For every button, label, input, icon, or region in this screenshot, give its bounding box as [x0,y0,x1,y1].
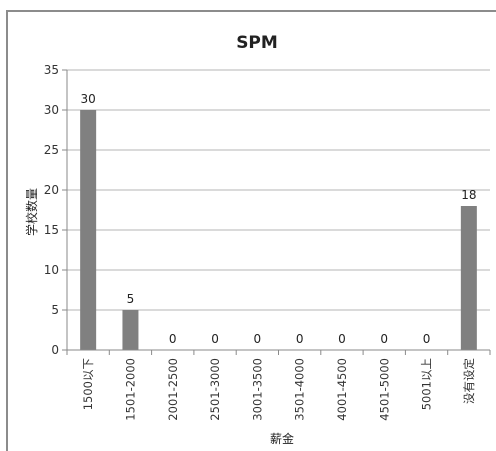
y-tick-label: 5 [51,303,59,317]
x-tick-label: 2001-2500 [166,358,180,421]
data-label: 0 [169,332,177,346]
y-tick-label: 20 [44,183,59,197]
bar [122,310,139,350]
data-labels: 30 5 0 0 0 0 0 0 0 18 [81,92,477,346]
y-tick-label: 35 [44,63,59,77]
data-label: 30 [81,92,96,106]
y-tick-label: 10 [44,263,59,277]
y-tick-label: 30 [44,103,59,117]
y-tick-label: 0 [51,343,59,357]
bar [80,110,97,350]
x-tick-label: 没有设定 [462,358,476,404]
x-tick-label: 5001以上 [420,358,434,410]
x-tick-label: 4501-5000 [377,358,391,421]
y-axis-title: 学校数量 [24,188,39,236]
data-label: 5 [127,292,135,306]
data-label: 0 [338,332,346,346]
data-label: 0 [211,332,219,346]
data-label: 18 [461,188,476,202]
x-tick-label: 2501-3000 [208,358,222,421]
y-tick-label: 15 [44,223,59,237]
x-axis-title: 薪金 [270,431,294,446]
chart-title: SPM [236,33,278,53]
bars [80,110,477,350]
data-label: 0 [296,332,304,346]
bar [460,206,477,350]
x-tick-label: 1501-2000 [123,358,137,421]
gridlines [67,69,490,311]
x-tick-label: 3501-4000 [293,358,307,421]
y-tick-label: 25 [44,143,59,157]
x-tick-label: 3001-3500 [250,358,264,421]
y-axis-ticks: 0 5 10 15 20 25 30 35 [44,63,67,357]
x-tick-label: 1500以下 [81,358,95,410]
x-axis-ticks: 1500以下 1501-2000 2001-2500 2501-3000 3001-35… [66,350,491,421]
data-label: 0 [254,332,262,346]
data-label: 0 [423,332,431,346]
x-tick-label: 4001-4500 [335,358,349,421]
data-label: 0 [380,332,388,346]
